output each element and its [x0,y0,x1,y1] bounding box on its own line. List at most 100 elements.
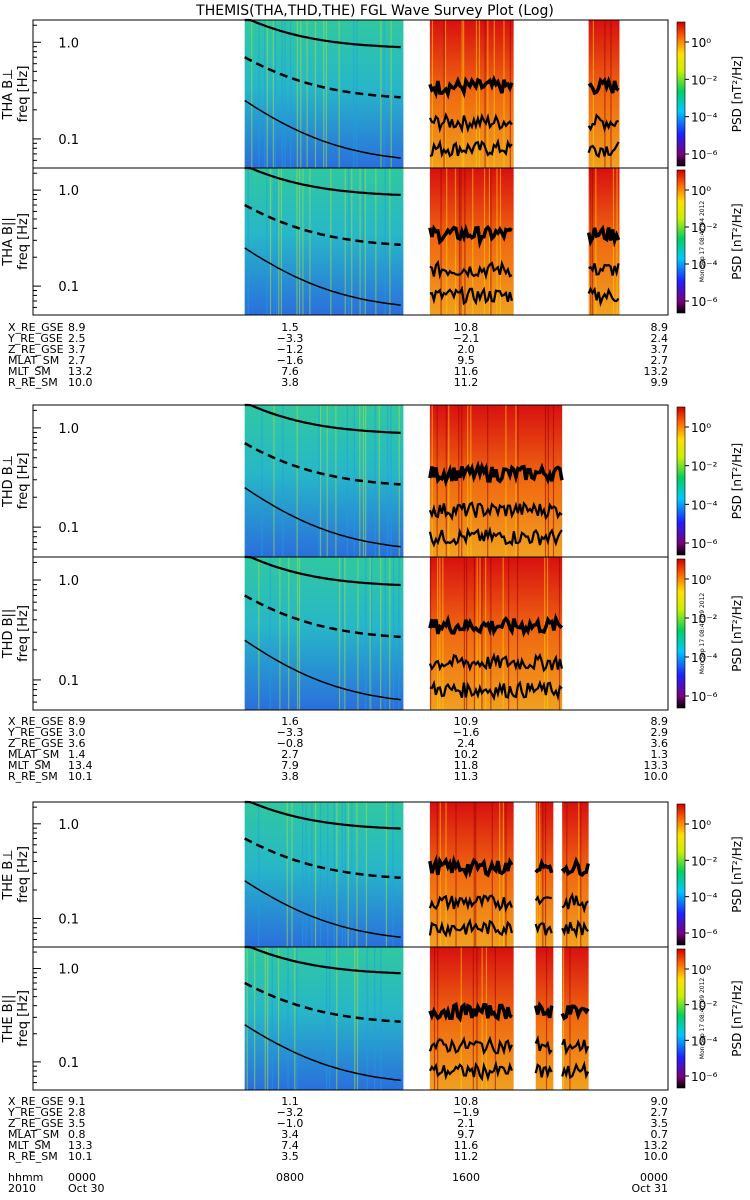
colorbar [676,406,686,556]
ephemeris-value: 13.2 [644,1139,669,1152]
ephemeris-label: Y_RE_GSE [7,726,63,739]
date-stamp: Mon Sep 17 08:47:09 2012 [699,978,706,1060]
spectrum-stripe [481,947,483,1090]
spectrum-stripe [267,947,269,1090]
axis-label: freq [Hz] [16,846,31,903]
spectrogram-panel: 1.0 0.1 THA B|| freq [Hz] 10⁰ 10⁻² 10⁻⁴ 10⁻⁶ PSD… [1,166,744,316]
ephemeris-value: 3.0 [68,726,86,739]
y-tick-label: 1.0 [58,818,79,833]
frequency-trace [561,919,589,939]
harmonic-curve [244,837,401,880]
ephemeris-value: 3.6 [651,737,669,750]
spectrum-stripe [264,20,266,168]
colorbar-tick-label: 10⁻⁴ [691,651,718,665]
spectrum-stripe [279,557,281,710]
spectrum-stripe [536,802,538,947]
spectrum-stripe [282,405,284,557]
spectrum-stripe [516,557,519,710]
spectrum-stripe [338,557,341,710]
frequency-trace [587,113,619,134]
frequency-trace [586,224,621,248]
spectrum-stripe [353,405,355,557]
y-tick-label: 0.1 [58,521,79,536]
colorbar-tick-label: 10⁻⁶ [691,690,718,704]
colorbar-tick-label: 10⁻⁶ [691,537,718,551]
spectrum-stripe [475,802,477,947]
ephemeris-value: 10.1 [68,1150,93,1163]
colorbar-tick-label: 10⁻² [691,999,718,1013]
frequency-trace [534,922,553,936]
spectrum-stripe [384,557,386,710]
spectrum-stripe [545,947,548,1090]
ephemeris-value: 2.7 [68,354,86,367]
frequency-trace [560,856,590,877]
ephemeris-value: 10.9 [454,715,479,728]
spectrum-stripe [319,802,322,947]
spectrum-stripe [445,802,447,947]
date-tick-label: Oct 30 [68,1182,105,1195]
y-tick-label: 0.1 [58,133,79,148]
ephemeris-value: 11.3 [454,770,479,783]
spectrum-stripe [473,557,476,710]
colorbar [676,803,686,946]
frequency-trace [428,1060,513,1082]
frequency-trace [428,460,564,488]
time-axis-label: hhmm [8,1171,43,1184]
panel-label: THA B⊥ [1,69,16,121]
ephemeris-value: −2.1 [453,332,480,345]
axis-label: freq [Hz] [16,66,31,123]
ephemeris-value: 1.4 [68,748,86,761]
y-tick-label: 0.1 [58,1056,79,1071]
spectrum-stripe [288,557,290,710]
spectrum-stripe [287,947,289,1090]
spectrum-stripe [326,405,328,557]
colorbar-tick-label: 10⁻⁴ [691,258,718,272]
spectrum-stripe [448,405,450,557]
colorbar-tick-label: 10⁻⁴ [691,1034,718,1048]
spectrum-stripe [344,802,346,947]
panel-label: THA B|| [1,217,16,266]
panel-frame [32,167,669,316]
frequency-trace [428,1001,513,1023]
ephemeris-label: X_RE_GSE [8,321,64,334]
ephemeris-value: 3.8 [281,376,299,389]
colorbar-tick-label: 10⁻² [691,221,718,235]
spectrum-stripe [461,20,463,168]
ephemeris-value: 2.4 [457,737,475,750]
spectrum-stripe [442,557,444,710]
frequency-trace [428,223,513,249]
date-stamp: Mon Sep 17 08:47:09 2012 [699,593,706,675]
frequency-trace [428,1035,513,1056]
spectrum-stripe [365,802,368,947]
spectrum-stripe [273,168,275,315]
ephemeris-value: 13.3 [68,1139,93,1152]
spectrum-stripe [296,20,298,168]
ephemeris-value: 3.5 [281,1150,299,1163]
harmonic-curve [244,18,401,49]
colorbar-tick-label: 10⁻² [691,854,718,868]
frequency-trace [428,652,563,673]
spectrum-stripe [298,168,301,315]
spectrum-stripe [311,802,313,947]
ephemeris-label: X_RE_GSE [8,1095,64,1108]
harmonic-curve [244,56,401,99]
frequency-trace [428,74,514,100]
spectrum-stripe [488,168,491,315]
spectrum-stripe [336,947,338,1090]
ephemeris-value: 1.1 [281,1095,299,1108]
ephemeris-value: 7.4 [281,1139,299,1152]
spectrum-stripe [353,20,355,168]
ephemeris-value: 2.1 [457,1117,475,1130]
spectrum-stripe [558,557,561,710]
spectrum-stripe [302,802,304,947]
spectrum-stripe [254,947,256,1090]
spectrum-stripe [276,168,278,315]
quiet-spectrum-block [244,802,404,947]
spectrum-stripe [333,802,335,947]
spectrum-stripe [502,557,504,710]
spectrum-stripe [274,20,276,168]
spectrum-stripe [296,168,298,315]
harmonic-curve [244,486,401,548]
ephemeris-label: MLAT_SM [8,1128,59,1141]
